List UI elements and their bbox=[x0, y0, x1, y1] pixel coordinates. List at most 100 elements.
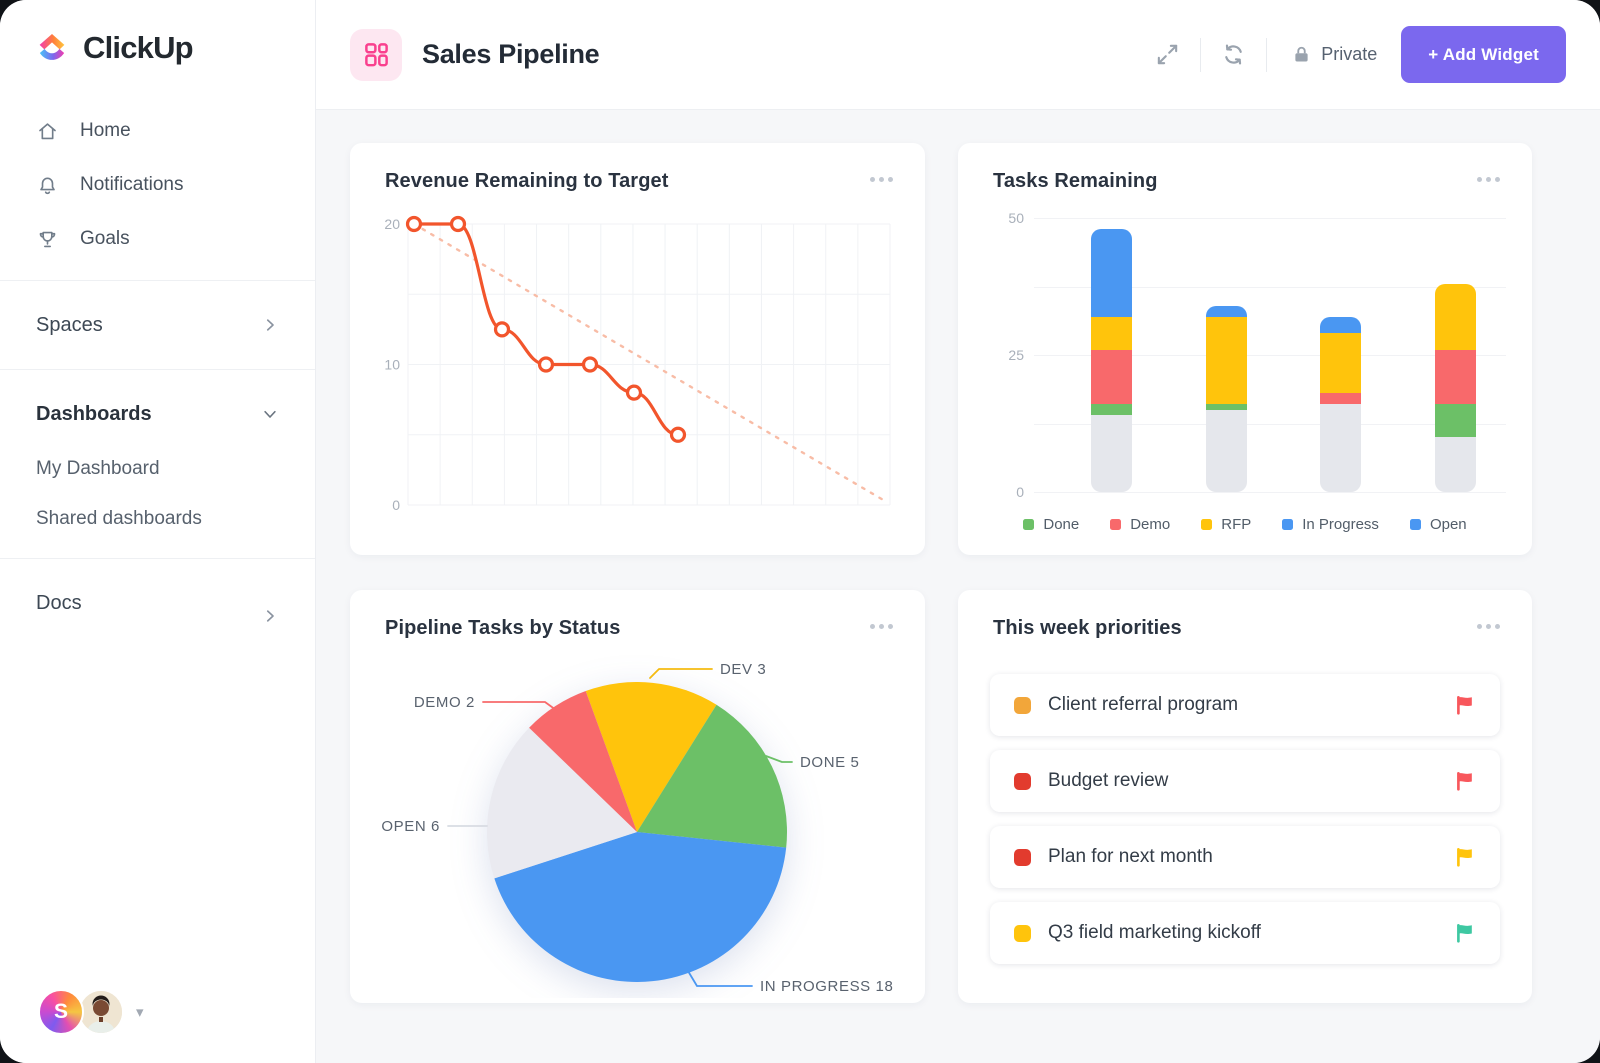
priority-row[interactable]: Client referral program bbox=[990, 674, 1500, 736]
status-square-icon[interactable] bbox=[1014, 696, 1031, 714]
trendline bbox=[412, 222, 887, 503]
spaces-label: Spaces bbox=[36, 313, 103, 336]
sidebar-item-shared-dashboards[interactable]: Shared dashboards bbox=[0, 494, 315, 544]
sidebar-item-home[interactable]: Home bbox=[0, 104, 315, 158]
legend-item-rfp[interactable]: RFP bbox=[1201, 516, 1251, 533]
legend-item-open[interactable]: Open bbox=[1409, 516, 1467, 533]
add-widget-button[interactable]: + Add Widget bbox=[1401, 26, 1566, 83]
bar-segment-open[interactable] bbox=[1205, 409, 1247, 492]
home-icon bbox=[39, 122, 56, 139]
stacked-bar[interactable] bbox=[1205, 305, 1247, 492]
status-square-icon[interactable] bbox=[1014, 924, 1031, 942]
revenue-line bbox=[412, 222, 680, 437]
sidebar: ClickUp Home Notifications Goals bbox=[0, 0, 316, 1063]
header-separator bbox=[1200, 37, 1202, 72]
pie-slice-label: DEMO 2 bbox=[414, 694, 475, 711]
line-point[interactable] bbox=[449, 215, 467, 233]
bar-segment-done[interactable] bbox=[1434, 404, 1476, 438]
avatar-workspace[interactable]: S bbox=[38, 989, 84, 1035]
line-point[interactable] bbox=[625, 384, 643, 401]
line-point[interactable] bbox=[405, 215, 423, 233]
sidebar-item-my-dashboard[interactable]: My Dashboard bbox=[0, 444, 315, 494]
widget-title: Revenue Remaining to Target bbox=[385, 170, 669, 192]
legend-item-done[interactable]: Done bbox=[1023, 516, 1079, 533]
pie-slice-done[interactable] bbox=[637, 704, 787, 848]
line-point[interactable] bbox=[669, 426, 687, 443]
pie-slice-label: DEV 3 bbox=[720, 661, 766, 678]
line-point[interactable] bbox=[493, 321, 511, 338]
pie-slice-open[interactable] bbox=[487, 727, 637, 879]
bar-segment-done[interactable] bbox=[1205, 404, 1247, 410]
sidebar-item-docs[interactable]: Docs bbox=[0, 573, 315, 633]
account-switcher[interactable]: S ▾ bbox=[38, 989, 144, 1035]
dashboard-header: Sales Pipeline bbox=[316, 0, 1600, 110]
sidebar-item-label: Home bbox=[80, 120, 131, 141]
pie-leader-line bbox=[649, 668, 713, 679]
widget-menu-button[interactable] bbox=[1473, 620, 1504, 633]
bar-segment-rfp[interactable] bbox=[1090, 316, 1132, 350]
status-square-icon[interactable] bbox=[1014, 772, 1031, 790]
flag-icon[interactable] bbox=[1454, 770, 1476, 792]
widget-tasks-remaining: Tasks Remaining 50 25 0 Done Demo RFP In Prog… bbox=[958, 143, 1532, 555]
bar-segment-in-progress[interactable] bbox=[1090, 228, 1132, 317]
widget-menu-button[interactable] bbox=[1473, 173, 1504, 186]
bar-segment-rfp[interactable] bbox=[1319, 333, 1361, 394]
legend-label: In Progress bbox=[1302, 516, 1379, 533]
stacked-bar[interactable] bbox=[1090, 228, 1132, 492]
main-area: Sales Pipeline bbox=[316, 0, 1600, 1063]
brand-name: ClickUp bbox=[83, 30, 194, 65]
bar-segment-rfp[interactable] bbox=[1434, 283, 1476, 350]
bar-segment-done[interactable] bbox=[1090, 404, 1132, 416]
clickup-logo[interactable]: ClickUp bbox=[0, 30, 315, 66]
priority-row[interactable]: Budget review bbox=[990, 750, 1500, 812]
sidebar-item-goals[interactable]: Goals bbox=[0, 212, 315, 266]
legend-item-demo[interactable]: Demo bbox=[1110, 516, 1170, 533]
sidebar-item-spaces[interactable]: Spaces bbox=[0, 295, 315, 355]
bar-segment-demo[interactable] bbox=[1319, 393, 1361, 405]
pipeline-pie-chart[interactable]: DEV 3 DONE 5 IN PROGRESS 18 OPEN 6 DEMO 2 bbox=[350, 650, 925, 998]
dropdown-caret-icon[interactable]: ▾ bbox=[136, 1004, 144, 1021]
stacked-bar[interactable] bbox=[1434, 283, 1476, 492]
privacy-label: Private bbox=[1321, 44, 1378, 64]
chevron-right-icon bbox=[266, 319, 274, 331]
pie-slice-demo[interactable] bbox=[529, 691, 637, 832]
bar-segment-open[interactable] bbox=[1090, 415, 1132, 492]
y-axis-tick: 0 bbox=[1016, 484, 1024, 500]
legend-label: Demo bbox=[1130, 516, 1171, 533]
bar-segment-rfp[interactable] bbox=[1205, 316, 1247, 405]
flag-icon[interactable] bbox=[1454, 922, 1476, 944]
widget-menu-button[interactable] bbox=[866, 620, 897, 633]
bar-segment-open[interactable] bbox=[1434, 437, 1476, 492]
sidebar-item-notifications[interactable]: Notifications bbox=[0, 158, 315, 212]
bar-segment-in-progress[interactable] bbox=[1319, 316, 1361, 334]
expand-icon bbox=[1158, 44, 1178, 65]
pie-slice-dev[interactable] bbox=[585, 682, 717, 832]
sidebar-item-dashboards[interactable]: Dashboards bbox=[0, 384, 315, 444]
priority-list: Client referral program Budget review Plan… bbox=[990, 674, 1500, 978]
pie-slice-in-progress[interactable] bbox=[494, 832, 787, 982]
legend-swatch bbox=[1023, 519, 1035, 530]
stacked-bar[interactable] bbox=[1319, 316, 1361, 492]
flag-icon[interactable] bbox=[1454, 694, 1476, 716]
chevron-down-icon bbox=[264, 410, 276, 418]
bar-segment-demo[interactable] bbox=[1090, 349, 1132, 405]
avatar-user-photo[interactable] bbox=[78, 989, 124, 1035]
priority-row[interactable]: Q3 field marketing kickoff bbox=[990, 902, 1500, 964]
privacy-control[interactable]: Private bbox=[1291, 44, 1377, 65]
bar-segment-in-progress[interactable] bbox=[1205, 305, 1247, 317]
widget-menu-button[interactable] bbox=[866, 173, 897, 186]
legend-item-in-progress[interactable]: In Progress bbox=[1282, 516, 1379, 533]
bar-segment-demo[interactable] bbox=[1434, 349, 1476, 405]
line-point[interactable] bbox=[581, 356, 599, 373]
expand-button[interactable] bbox=[1149, 36, 1186, 73]
line-point[interactable] bbox=[537, 356, 555, 373]
flag-icon[interactable] bbox=[1454, 846, 1476, 868]
status-square-icon[interactable] bbox=[1014, 848, 1031, 866]
my-dashboard-label: My Dashboard bbox=[36, 458, 160, 479]
refresh-button[interactable] bbox=[1215, 36, 1252, 73]
docs-label: Docs bbox=[36, 591, 82, 614]
revenue-line-chart[interactable]: 20 10 0 bbox=[380, 205, 896, 527]
sidebar-divider bbox=[0, 369, 315, 370]
priority-row[interactable]: Plan for next month bbox=[990, 826, 1500, 888]
bar-segment-open[interactable] bbox=[1319, 404, 1361, 492]
